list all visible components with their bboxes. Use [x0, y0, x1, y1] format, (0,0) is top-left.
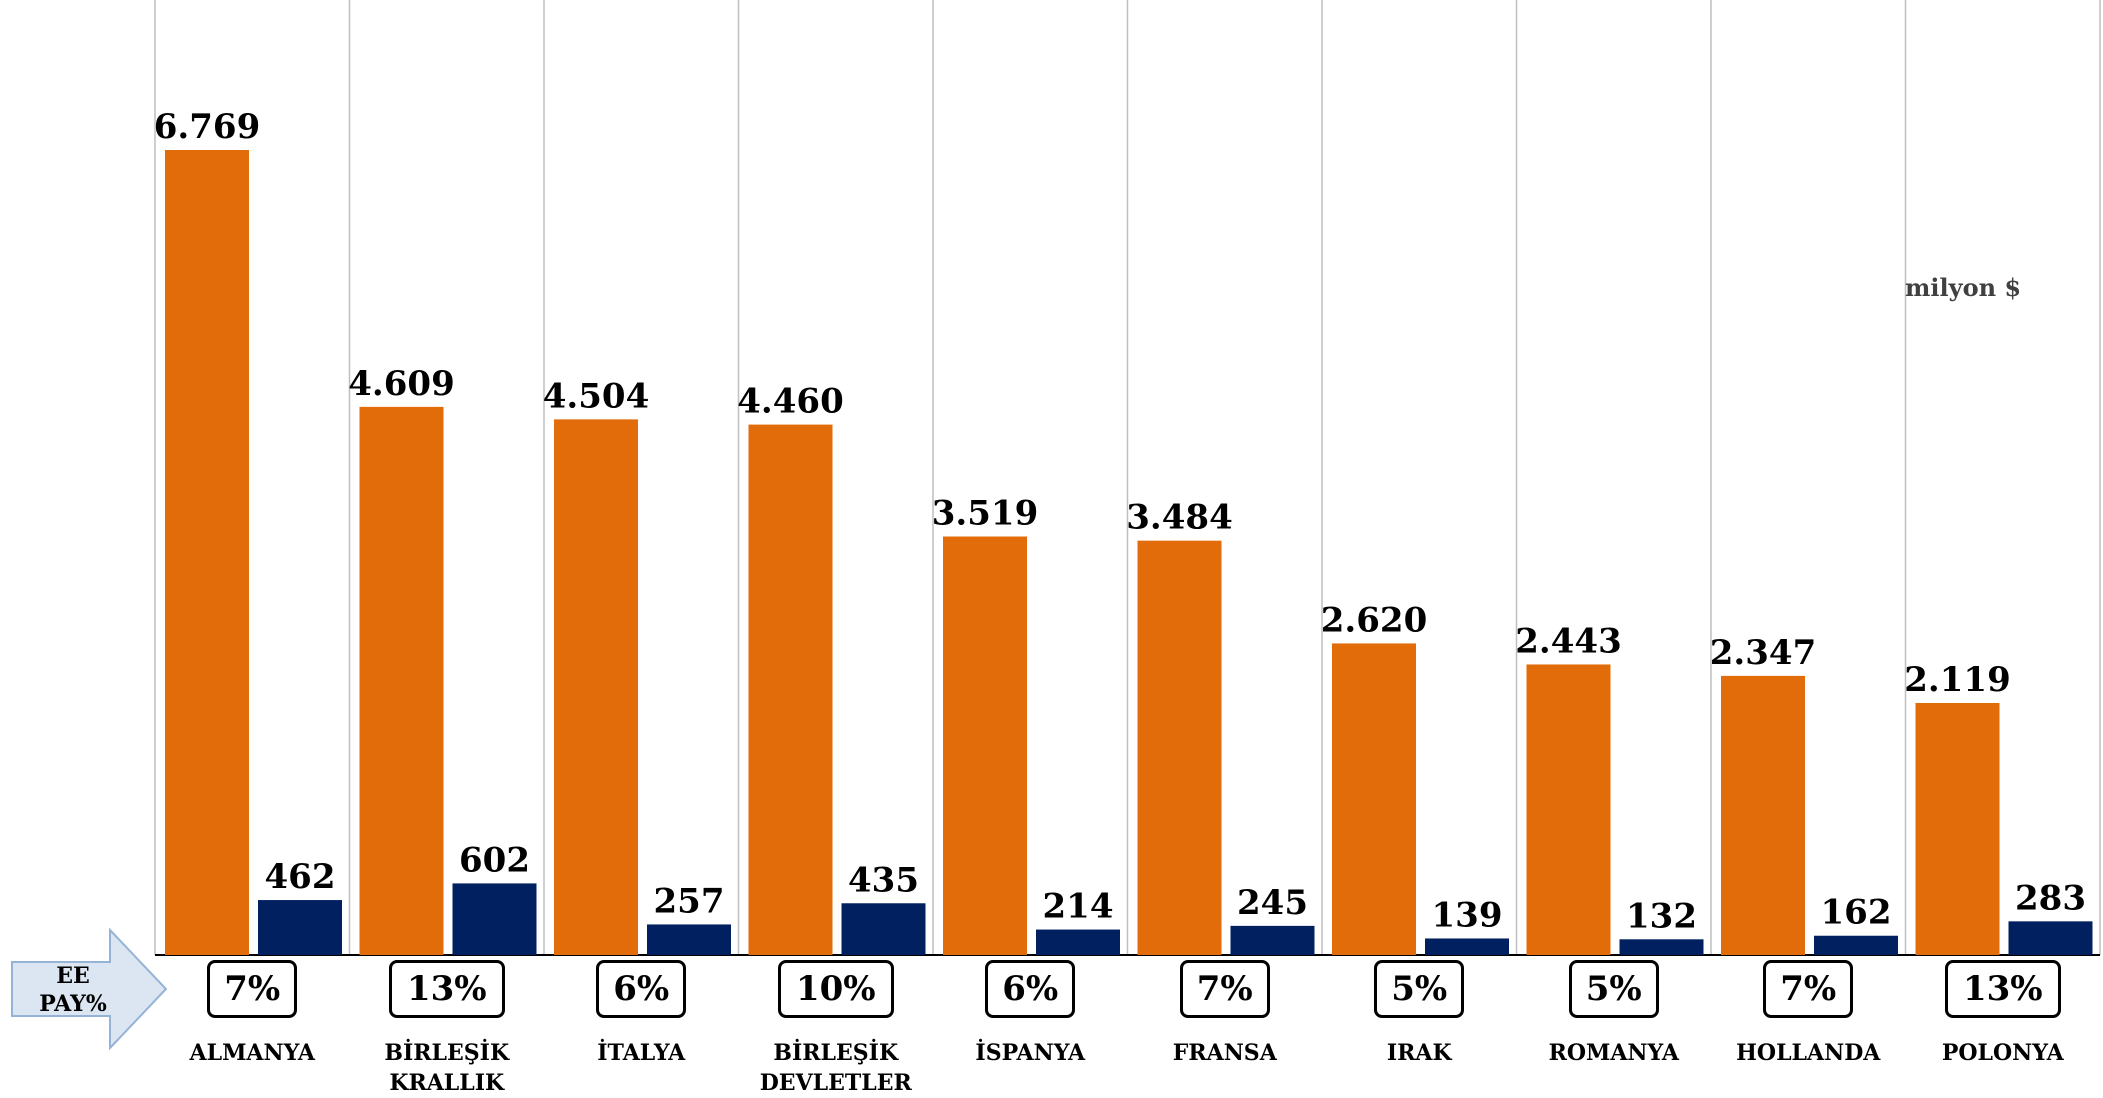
- bar-total: [748, 424, 833, 955]
- bar-ee: [1425, 938, 1509, 955]
- ee-share-badge: 5%: [1374, 960, 1465, 1018]
- bar-ee: [2008, 921, 2093, 955]
- unit-label: milyon $: [1905, 273, 2022, 302]
- data-label-ee: 162: [1821, 893, 1892, 933]
- data-label-total: 2.620: [1321, 600, 1427, 640]
- category-label: İTALYA: [597, 1040, 686, 1066]
- category-label: IRAK: [1386, 1040, 1452, 1066]
- category-label: ROMANYA: [1548, 1040, 1679, 1066]
- category-label: ALMANYA: [189, 1040, 315, 1066]
- category-label: FRANSA: [1172, 1040, 1277, 1066]
- bar-ee: [452, 883, 537, 955]
- ee-share-badge: 6%: [596, 960, 687, 1018]
- ee-share-label-line1: EE: [56, 963, 90, 989]
- bar-total: [1332, 643, 1416, 955]
- bar-total: [359, 406, 444, 955]
- bar-ee: [1619, 939, 1704, 955]
- bar-total: [1526, 664, 1611, 955]
- ee-share-label: EE PAY%: [18, 962, 128, 1018]
- bar-total: [554, 419, 638, 955]
- category-label: BİRLEŞİK KRALLIK: [384, 1040, 510, 1096]
- bar-ee: [1230, 925, 1315, 955]
- bar-total: [943, 536, 1027, 955]
- ee-share-badge: 5%: [1568, 960, 1659, 1018]
- data-label-total: 4.504: [543, 376, 649, 416]
- ee-share-badge: 7%: [207, 960, 298, 1018]
- ee-share-badge: 6%: [985, 960, 1076, 1018]
- data-label-total: 6.769: [154, 107, 260, 147]
- ee-share-badge: 10%: [777, 960, 894, 1018]
- data-label-ee: 462: [265, 857, 336, 897]
- data-label-total: 2.347: [1710, 633, 1816, 673]
- data-label-ee: 132: [1626, 896, 1697, 936]
- bar-ee: [258, 900, 342, 955]
- bar-ee: [1036, 929, 1120, 955]
- category-label: HOLLANDA: [1736, 1040, 1881, 1066]
- category-label: POLONYA: [1941, 1040, 2064, 1066]
- data-label-ee: 283: [2015, 878, 2086, 918]
- bar-ee: [647, 924, 731, 955]
- data-label-total: 4.460: [737, 382, 843, 422]
- data-label-total: 2.443: [1515, 621, 1621, 661]
- bar-total: [1721, 675, 1805, 955]
- ee-share-badge: 7%: [1763, 960, 1854, 1018]
- data-label-ee: 245: [1237, 883, 1308, 923]
- data-label-total: 3.519: [932, 494, 1038, 534]
- data-label-total: 3.484: [1126, 498, 1232, 538]
- bar-ee: [1814, 935, 1898, 955]
- category-label: BİRLEŞİK DEVLETLER: [759, 1040, 912, 1096]
- ee-share-arrow-icon: [11, 928, 168, 1050]
- data-label-ee: 257: [654, 881, 725, 921]
- data-label-total: 4.609: [348, 364, 454, 404]
- data-label-ee: 602: [459, 840, 530, 880]
- ee-share-badge: 7%: [1179, 960, 1270, 1018]
- bar-total: [1915, 702, 2000, 955]
- category-label: İSPANYA: [975, 1040, 1086, 1066]
- ee-share-label-line2: PAY%: [39, 991, 107, 1017]
- bar-total: [165, 150, 249, 955]
- bar-total: [1137, 540, 1222, 955]
- data-label-ee: 139: [1432, 895, 1503, 935]
- ee-share-badge: 13%: [388, 960, 505, 1018]
- bar-ee: [841, 903, 926, 955]
- data-label-total: 2.119: [1904, 660, 2010, 700]
- data-label-ee: 214: [1043, 887, 1114, 927]
- ee-share-badge: 13%: [1944, 960, 2061, 1018]
- data-label-ee: 435: [848, 860, 919, 900]
